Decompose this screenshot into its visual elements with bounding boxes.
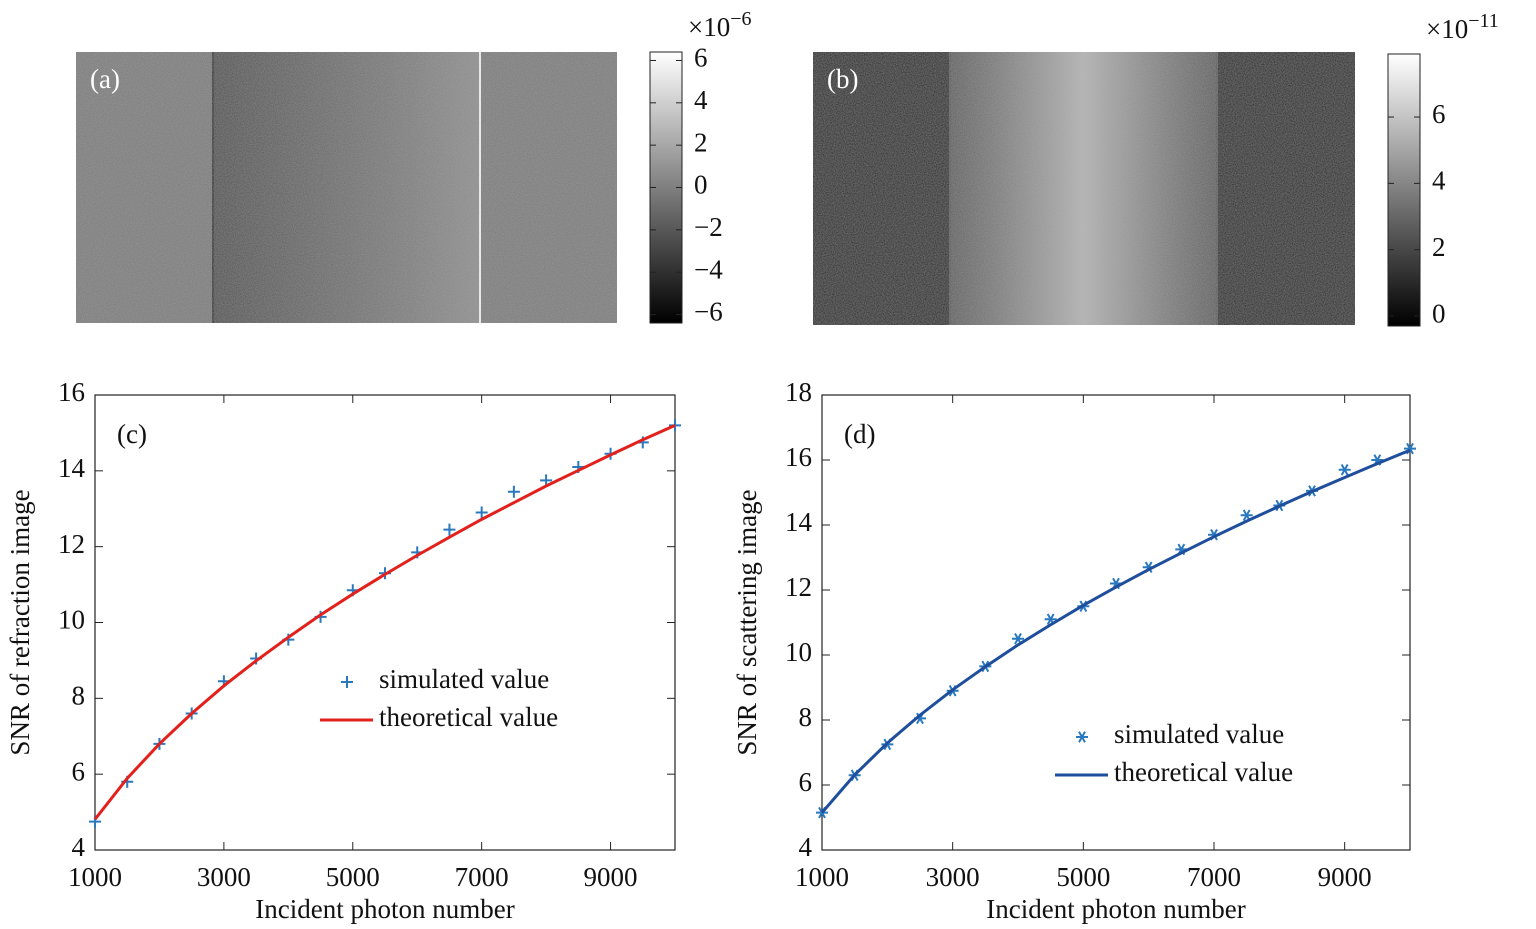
x-axis-label: Incident photon number bbox=[986, 894, 1245, 924]
marker bbox=[475, 506, 488, 519]
y-tick-label: 14 bbox=[785, 507, 813, 537]
colorbar-tick-label: 0 bbox=[694, 170, 708, 200]
legend-label: theoretical value bbox=[379, 702, 558, 732]
image-edge bbox=[479, 52, 481, 323]
legend-label: theoretical value bbox=[1114, 757, 1293, 787]
image-region bbox=[1218, 52, 1355, 325]
panel-label: (d) bbox=[844, 419, 875, 449]
x-tick-label: 5000 bbox=[326, 862, 380, 892]
image-edge bbox=[949, 52, 951, 325]
colorbar-tick-label: 4 bbox=[694, 85, 708, 115]
y-tick-label: 8 bbox=[799, 702, 813, 732]
x-tick-label: 7000 bbox=[1187, 862, 1241, 892]
image-edge bbox=[212, 52, 214, 323]
colorbar-tick-label: 2 bbox=[1432, 232, 1446, 262]
y-tick-label: 16 bbox=[785, 442, 812, 472]
marker bbox=[1338, 464, 1351, 476]
image-region bbox=[76, 52, 212, 323]
image-region bbox=[813, 52, 949, 325]
multiplier-base: ×10 bbox=[688, 12, 730, 42]
marker bbox=[669, 419, 681, 432]
x-tick-label: 7000 bbox=[455, 862, 509, 892]
legend-swatch bbox=[1076, 731, 1088, 743]
marker bbox=[540, 474, 553, 487]
y-tick-label: 10 bbox=[58, 605, 85, 635]
x-tick-label: 1000 bbox=[795, 862, 849, 892]
colorbar-tick-label: 6 bbox=[694, 43, 708, 73]
image-region bbox=[212, 52, 481, 323]
y-tick-label: 10 bbox=[785, 637, 812, 667]
multiplier-base: ×10 bbox=[1426, 14, 1468, 44]
multiplier-exponent: −11 bbox=[1468, 10, 1499, 32]
colorbar-tick-label: −4 bbox=[694, 254, 723, 284]
colorbar-multiplier: ×10−6 bbox=[688, 8, 752, 43]
image bbox=[813, 52, 1355, 325]
multiplier-exponent: −6 bbox=[730, 8, 751, 30]
colorbar-tick-label: 6 bbox=[1432, 99, 1446, 129]
image-region bbox=[481, 52, 617, 323]
marker bbox=[443, 523, 456, 536]
colorbar-tick-label: 2 bbox=[694, 127, 708, 157]
x-tick-label: 1000 bbox=[68, 862, 122, 892]
y-tick-label: 16 bbox=[58, 377, 85, 407]
image-region bbox=[949, 52, 1218, 325]
x-tick-label: 9000 bbox=[1318, 862, 1372, 892]
colorbar bbox=[1387, 53, 1421, 327]
x-tick-label: 5000 bbox=[1056, 862, 1110, 892]
legend-swatch bbox=[341, 676, 353, 688]
y-tick-label: 6 bbox=[799, 767, 813, 797]
y-axis-label: SNR of refraction image bbox=[5, 489, 35, 755]
legend-label: simulated value bbox=[379, 664, 549, 694]
y-tick-label: 12 bbox=[58, 529, 85, 559]
colorbar-tick-label: 4 bbox=[1432, 166, 1446, 196]
theory-line bbox=[820, 448, 1411, 814]
colorbar-tick-label: −2 bbox=[694, 212, 723, 242]
plot-frame bbox=[94, 394, 676, 851]
y-tick-label: 8 bbox=[72, 681, 86, 711]
panel-label: (b) bbox=[827, 64, 858, 94]
marker bbox=[507, 485, 520, 498]
y-tick-label: 12 bbox=[785, 572, 812, 602]
x-tick-label: 9000 bbox=[584, 862, 638, 892]
colorbar-tick-label: −6 bbox=[694, 297, 723, 327]
panel-label: (c) bbox=[117, 419, 147, 449]
x-axis-label: Incident photon number bbox=[255, 894, 514, 924]
colorbar-tick-label: 0 bbox=[1432, 298, 1446, 328]
y-tick-label: 14 bbox=[58, 453, 86, 483]
colorbar-multiplier: ×10−11 bbox=[1426, 10, 1499, 45]
theory-line bbox=[93, 423, 676, 821]
y-tick-label: 18 bbox=[785, 377, 812, 407]
legend-label: simulated value bbox=[1114, 719, 1284, 749]
plot-frame bbox=[821, 394, 1411, 851]
y-tick-label: 4 bbox=[799, 832, 813, 862]
image bbox=[76, 52, 617, 323]
image-edge bbox=[1216, 52, 1218, 325]
x-tick-label: 3000 bbox=[926, 862, 980, 892]
x-tick-label: 3000 bbox=[197, 862, 251, 892]
y-axis-label: SNR of scattering image bbox=[732, 489, 762, 755]
panel-label: (a) bbox=[90, 64, 120, 94]
y-tick-label: 4 bbox=[72, 832, 86, 862]
y-tick-label: 6 bbox=[72, 756, 86, 786]
